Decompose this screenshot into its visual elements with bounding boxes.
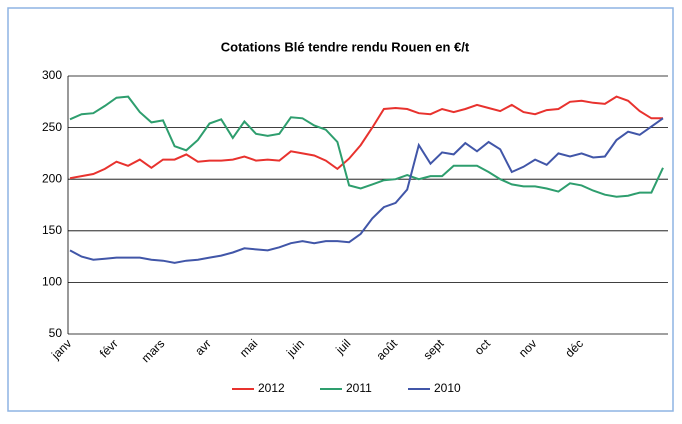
y-tick-label: 300 xyxy=(42,68,62,82)
legend-label: 2010 xyxy=(434,381,461,395)
y-tick-label: 100 xyxy=(42,275,62,289)
series-line xyxy=(69,95,663,180)
y-tick-label: 50 xyxy=(49,326,63,340)
y-tick-label: 150 xyxy=(42,223,62,237)
legend-label: 2011 xyxy=(346,381,372,395)
y-tick-label: 200 xyxy=(42,171,62,185)
legend-label: 2012 xyxy=(258,381,285,395)
chart-border xyxy=(7,7,674,412)
y-tick-label: 250 xyxy=(42,120,62,134)
chart-title: Cotations Blé tendre rendu Rouen en €/t xyxy=(221,39,470,54)
series-line xyxy=(69,95,664,198)
series-line xyxy=(69,117,664,264)
